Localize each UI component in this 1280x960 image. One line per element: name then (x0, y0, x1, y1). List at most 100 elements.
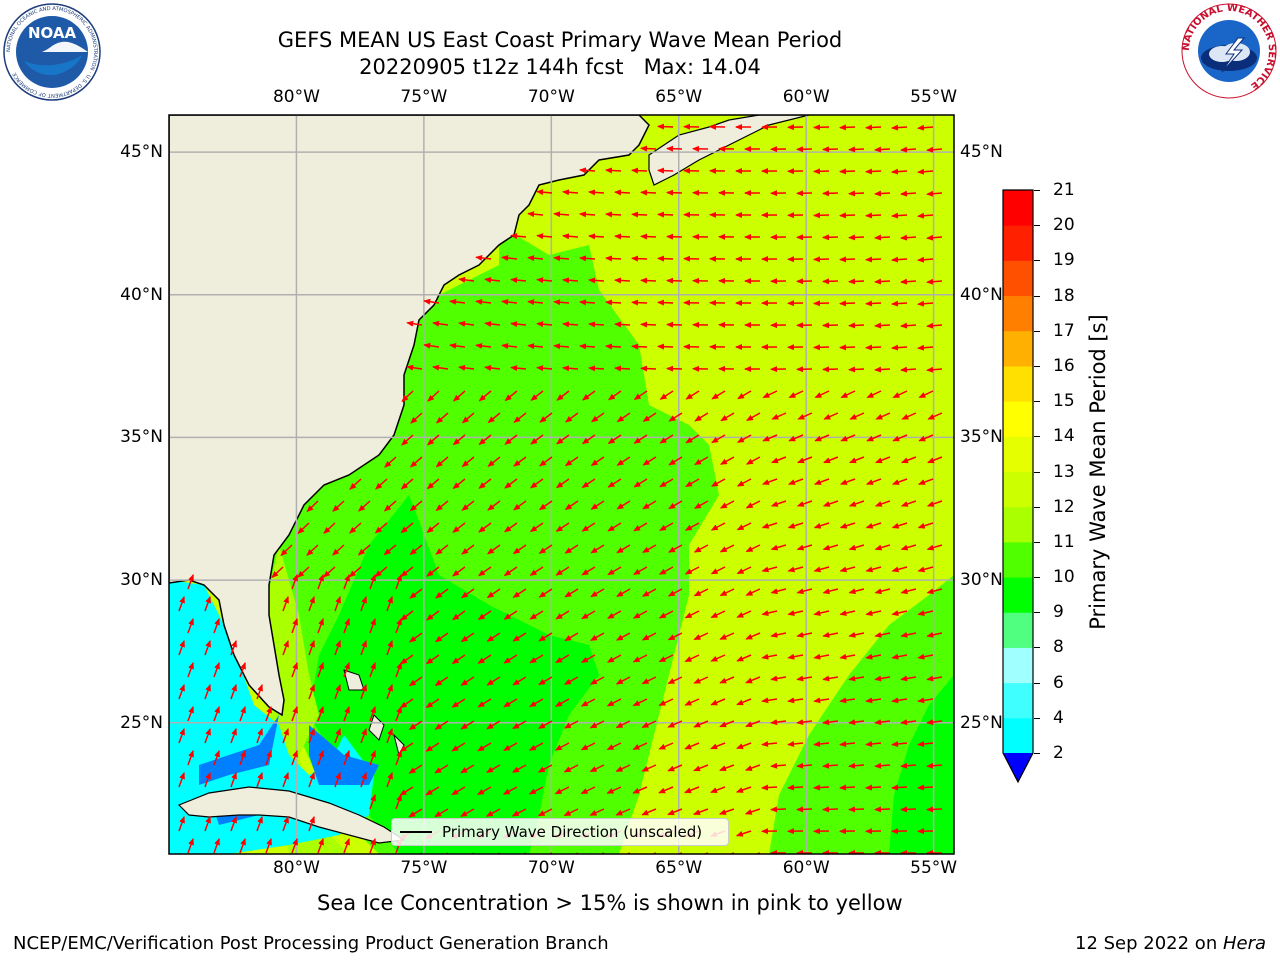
map-frame (168, 114, 955, 855)
wave-arrow (554, 742, 570, 751)
wave-arrow (926, 190, 943, 197)
wave-arrow (538, 632, 553, 642)
wave-arrow (555, 610, 570, 620)
wave-arrow (539, 456, 553, 467)
wave-arrow (406, 364, 423, 371)
wave-arrow (477, 786, 492, 796)
wave-arrow (386, 683, 393, 700)
wave-arrow (401, 434, 414, 446)
wave-arrow (564, 676, 579, 685)
wave-arrow (374, 522, 388, 534)
wave-arrow (297, 566, 310, 578)
wave-arrow (813, 212, 830, 219)
wave-arrow (395, 749, 402, 766)
wave-arrow (796, 762, 813, 769)
wave-arrow (633, 434, 648, 444)
wave-arrow (395, 573, 402, 590)
colorbar-tick-label: 14 (1053, 426, 1075, 447)
wave-arrow (529, 654, 544, 664)
wave-arrow (615, 720, 631, 729)
wave-arrow (423, 342, 440, 349)
lat-tick-left: 45°N (120, 142, 163, 163)
wave-arrow (343, 837, 350, 854)
wave-arrow (813, 653, 830, 660)
wave-arrow (891, 344, 908, 351)
wave-arrow (640, 277, 657, 284)
wave-arrow (787, 478, 804, 485)
wave-arrow (487, 412, 501, 424)
wave-arrow (666, 145, 683, 152)
colorbar-frame (1002, 189, 1034, 784)
wave-arrow (510, 277, 527, 284)
wave-arrow (538, 500, 553, 511)
wave-arrow (513, 412, 527, 423)
wave-arrow (720, 456, 735, 465)
wave-arrow (771, 412, 787, 420)
wave-arrow (901, 412, 917, 420)
wave-arrow (640, 321, 657, 328)
footer-date: 12 Sep 2022 on Hera (1075, 933, 1266, 955)
wave-arrow (556, 390, 570, 401)
wave-arrow (658, 566, 674, 575)
footer-date-text: 12 Sep 2022 on (1075, 933, 1223, 954)
lon-tick-top: 75°W (400, 87, 448, 107)
wave-arrow (616, 456, 631, 466)
wave-arrow (710, 610, 726, 619)
wave-arrow (667, 588, 683, 597)
colorbar-tick-mark (1034, 647, 1040, 649)
wave-arrow (640, 145, 657, 152)
wave-arrow (451, 786, 466, 796)
wave-arrow (927, 456, 943, 464)
colorbar-segment (1003, 225, 1033, 261)
wave-arrow (297, 522, 310, 534)
wave-arrow (744, 764, 761, 771)
wave-arrow (360, 727, 367, 744)
wave-arrow (917, 212, 934, 219)
lon-tick-top: 60°W (782, 87, 830, 107)
wave-arrow (317, 837, 324, 854)
wave-arrow (529, 566, 544, 576)
wave-arrow (458, 320, 475, 327)
wave-arrow (710, 698, 726, 706)
wave-arrow (513, 500, 527, 511)
wave-arrow (334, 727, 341, 744)
wave-arrow (452, 522, 466, 533)
wave-arrow (409, 632, 423, 643)
wave-arrow (822, 190, 839, 197)
wave-arrow (478, 478, 492, 489)
wave-arrow (555, 654, 570, 664)
lat-tick-left: 30°N (120, 570, 163, 591)
wave-arrow (874, 675, 891, 682)
wave-arrow (770, 500, 787, 507)
noaa-logo: NOAA NATIONAL OCEANIC AND ATMOSPHERIC AD… (3, 3, 101, 101)
wave-arrow (451, 698, 466, 708)
wave-arrow (848, 631, 865, 638)
wave-arrow (667, 632, 683, 641)
wave-arrow (451, 654, 466, 665)
wave-arrow (874, 762, 891, 769)
colorbar-tick-label: 13 (1053, 461, 1075, 482)
wave-arrow (813, 566, 830, 573)
wave-arrow (581, 434, 596, 445)
wave-arrow (761, 522, 778, 529)
colorbar-segment (1003, 190, 1033, 226)
wave-arrow (605, 299, 622, 306)
wave-arrow (239, 705, 246, 722)
wave-arrow (822, 806, 839, 813)
wave-arrow (590, 544, 605, 554)
wave-arrow (527, 299, 544, 306)
wave-arrow (426, 434, 440, 446)
lon-tick-bottom: 65°W (655, 858, 703, 878)
wave-arrow (460, 764, 475, 774)
wave-arrow (761, 653, 778, 660)
wave-arrow (282, 727, 289, 744)
nws-logo: NATIONAL WEATHER SERVICE (1181, 3, 1277, 99)
wave-arrow (343, 749, 350, 766)
wave-arrow (865, 566, 882, 573)
wave-arrow (460, 676, 475, 686)
wave-arrow (770, 588, 787, 595)
wave-arrow (917, 344, 934, 351)
wave-arrow (822, 544, 839, 551)
wave-arrow (848, 588, 865, 595)
wave-arrow (360, 639, 367, 656)
